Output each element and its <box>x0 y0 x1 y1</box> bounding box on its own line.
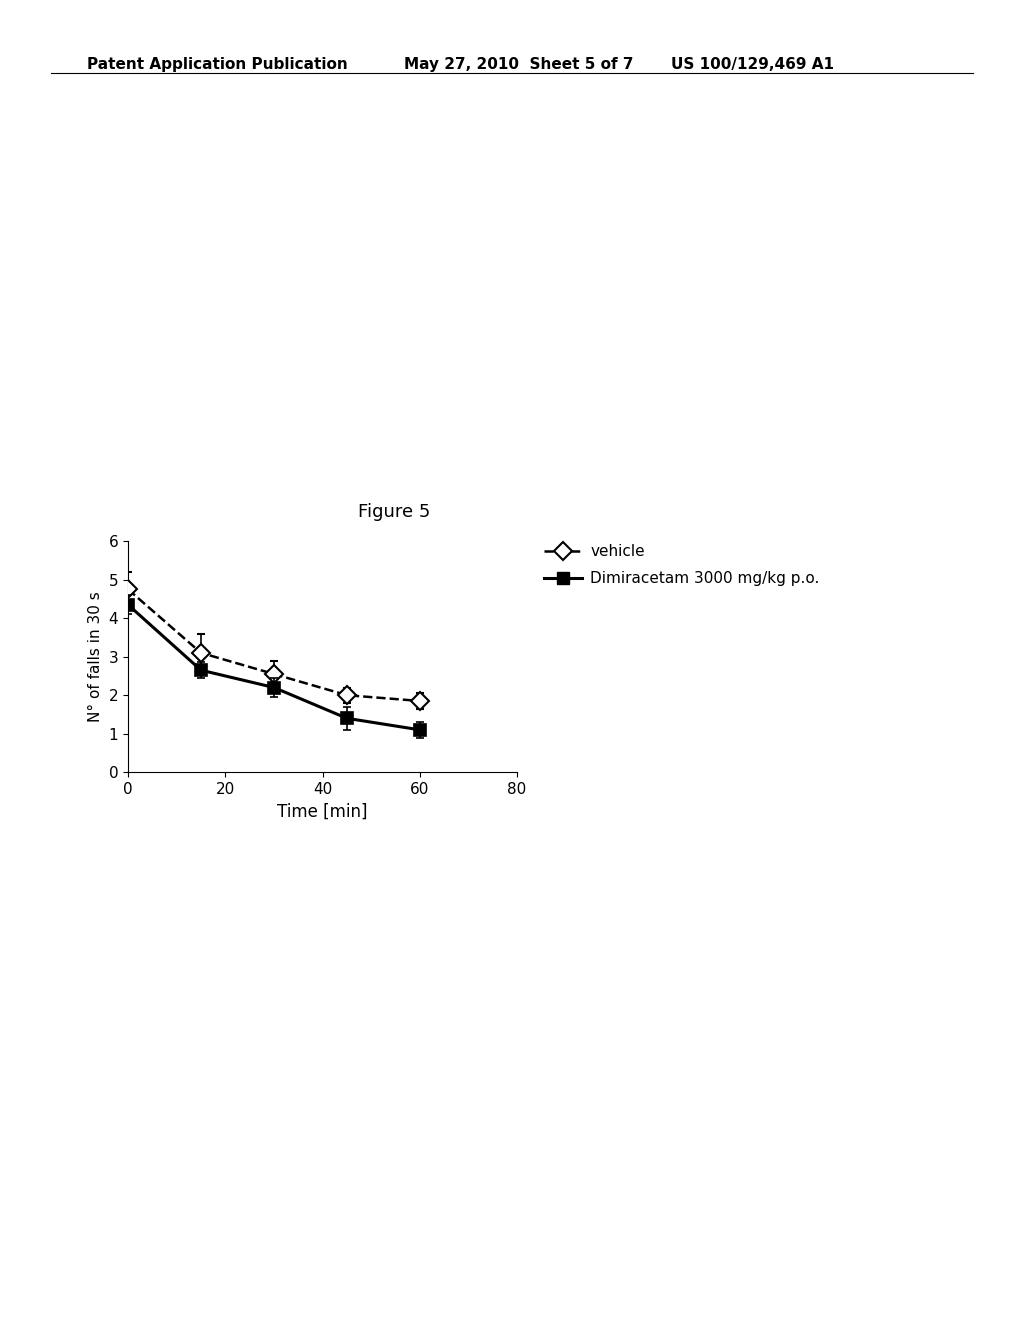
Legend: vehicle, Dimiracetam 3000 mg/kg p.o.: vehicle, Dimiracetam 3000 mg/kg p.o. <box>544 544 819 586</box>
Text: May 27, 2010  Sheet 5 of 7: May 27, 2010 Sheet 5 of 7 <box>404 57 634 71</box>
Text: Figure 5: Figure 5 <box>358 503 430 521</box>
X-axis label: Time [min]: Time [min] <box>278 803 368 821</box>
Text: Patent Application Publication: Patent Application Publication <box>87 57 348 71</box>
Y-axis label: N° of falls in 30 s: N° of falls in 30 s <box>88 591 103 722</box>
Text: US 100/129,469 A1: US 100/129,469 A1 <box>671 57 834 71</box>
